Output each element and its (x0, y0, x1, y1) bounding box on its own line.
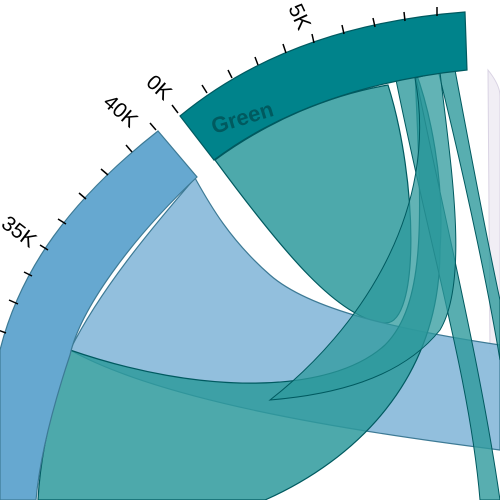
tick-label-blue-0: 40K (99, 90, 142, 132)
ribbon-green-cross (268, 71, 457, 401)
ticks-green (171, 7, 438, 114)
tick-label-green-1: 5K (283, 0, 315, 33)
tick-label-green-0: 0K (142, 71, 176, 105)
ribbon-green-thin-2 (437, 69, 500, 361)
tick-label-blue-1: 35K (0, 212, 41, 253)
arc-green (179, 11, 468, 161)
ticks-blue (0, 122, 157, 334)
arc-blue (0, 130, 198, 500)
